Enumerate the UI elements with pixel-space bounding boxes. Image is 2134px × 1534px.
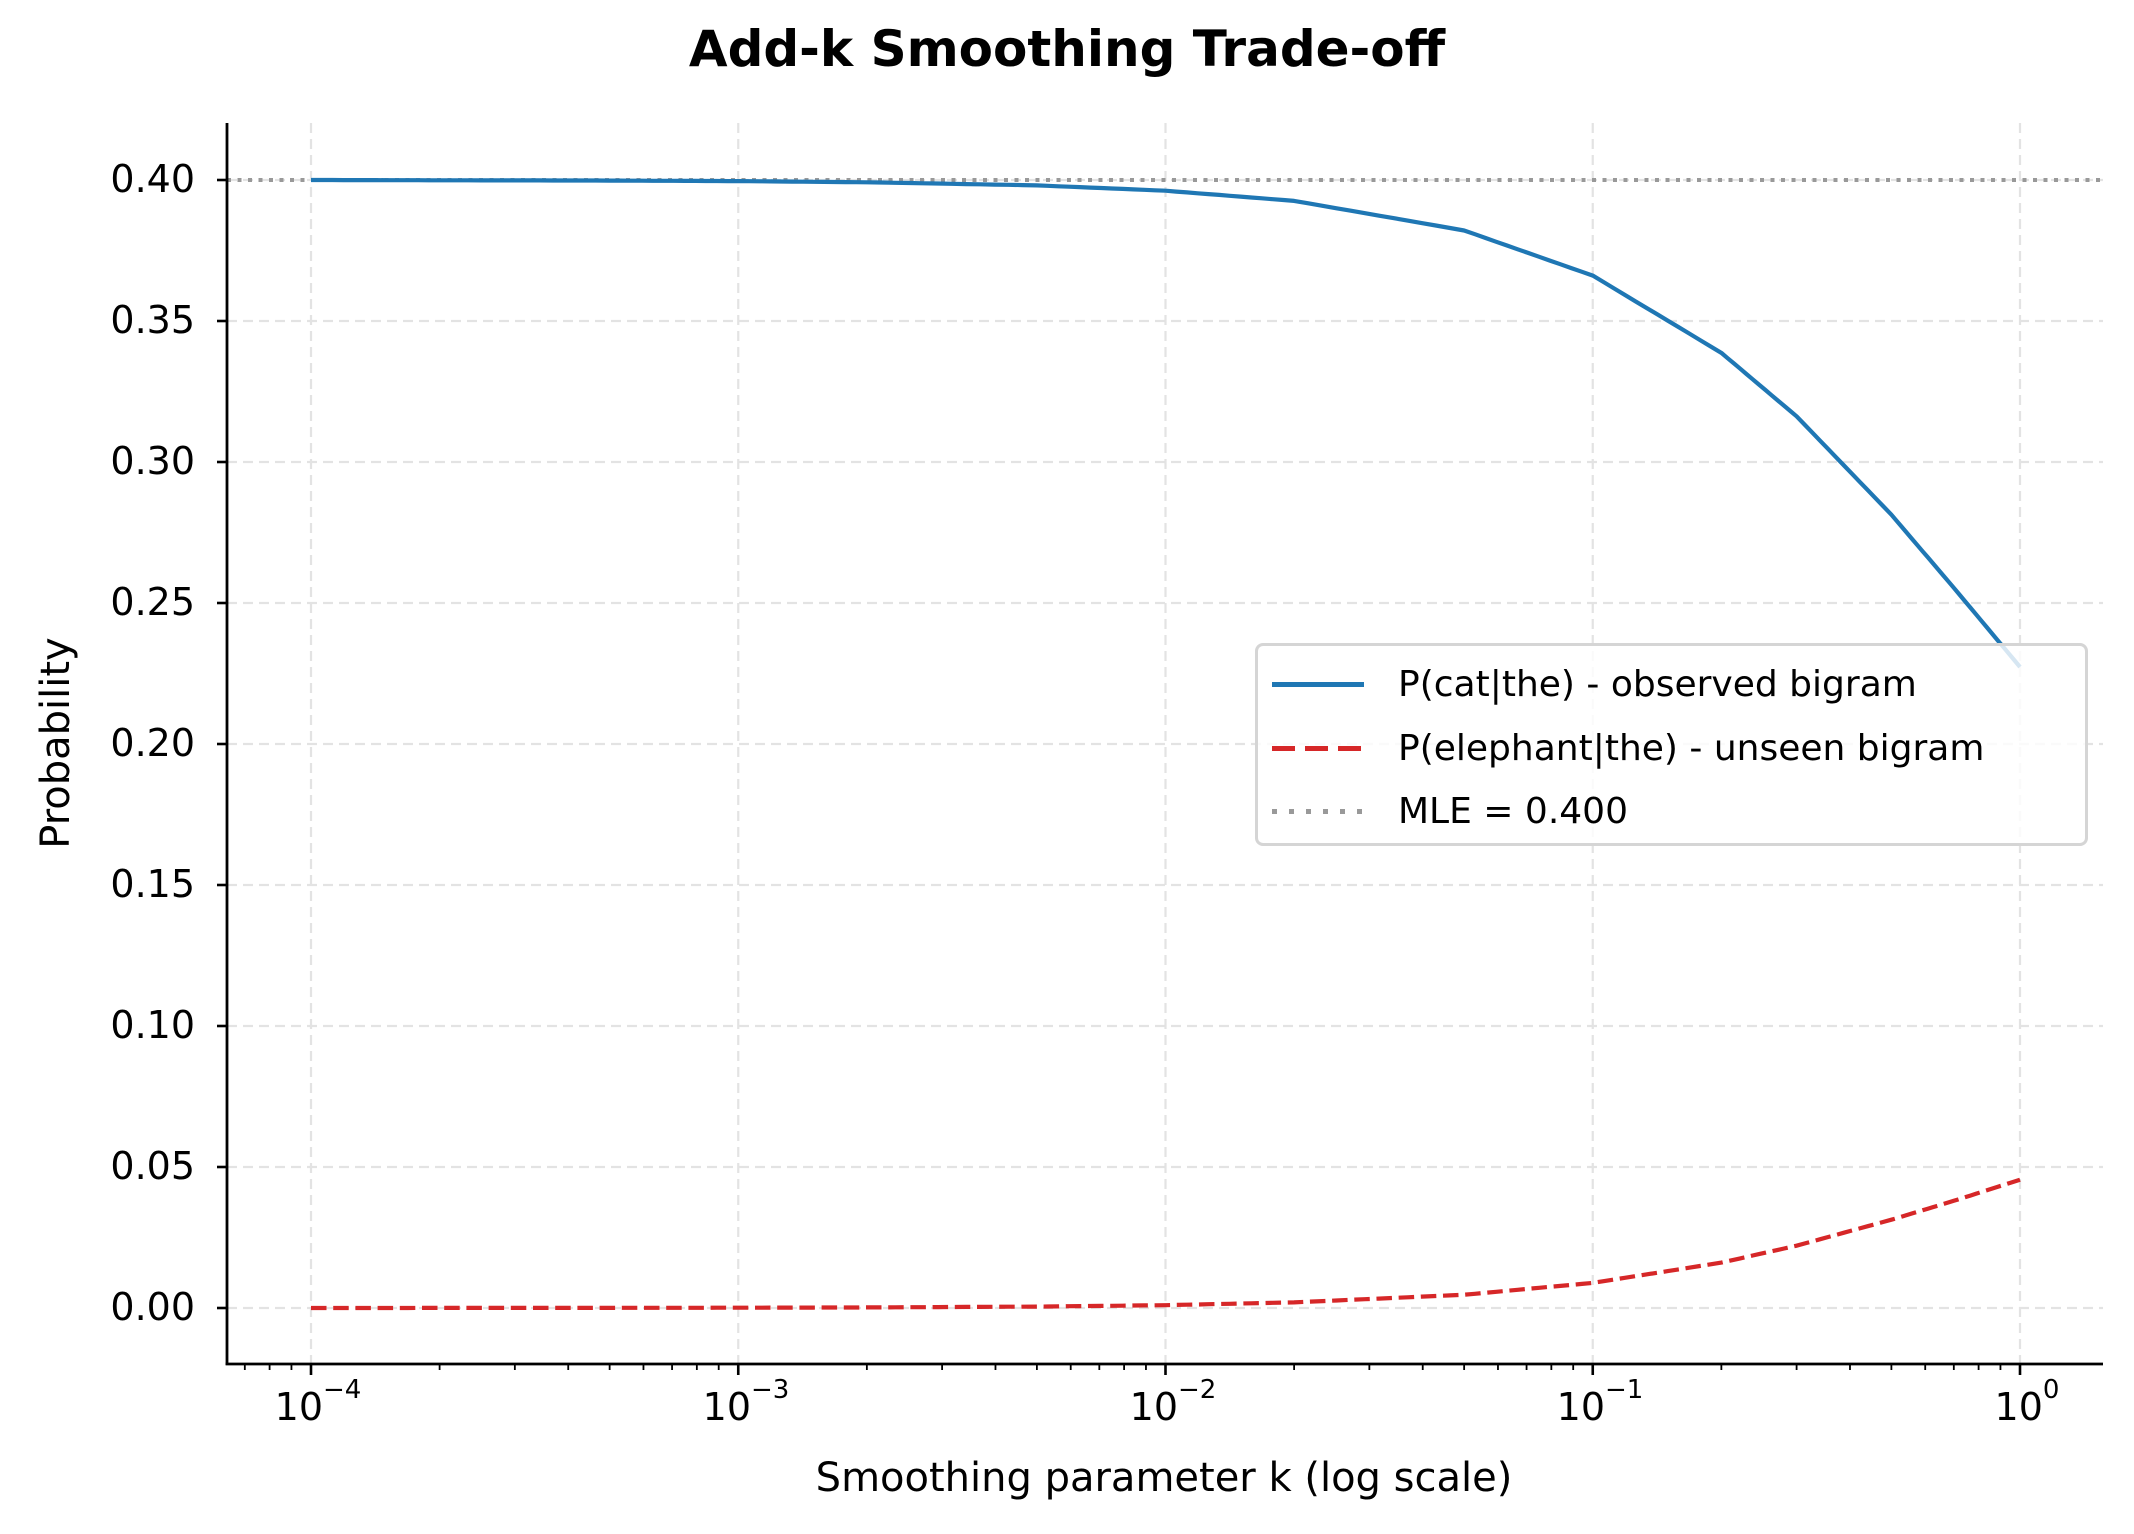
y-tick-label: 0.05 [110,1144,195,1188]
x-tick-label: 10−1 [1556,1375,1644,1429]
y-tick-label: 0.20 [110,721,195,765]
y-tick-label: 0.10 [110,1003,195,1047]
solid-line-swatch-icon [1272,681,1364,687]
legend: P(cat|the) - observed bigram P(elephant|… [1255,643,2088,846]
y-tick-label: 0.25 [110,580,195,624]
y-tick-label: 0.00 [110,1285,195,1329]
y-tick-label: 0.15 [110,862,195,906]
legend-label: P(cat|the) - observed bigram [1398,663,1917,705]
y-axis-label: Probability [33,637,79,849]
legend-label: P(elephant|the) - unseen bigram [1398,727,1985,769]
dotted-line-swatch-icon [1272,808,1364,814]
y-tick-label: 0.35 [110,298,195,342]
legend-label: MLE = 0.400 [1398,790,1628,832]
axis-ticks [217,178,2022,1375]
series-unseen-bigram-line [311,1177,2021,1311]
legend-item-unseen-bigram: P(elephant|the) - unseen bigram [1258,723,1984,773]
chart-title: Add-k Smoothing Trade-off [688,20,1446,78]
legend-item-observed-bigram: P(cat|the) - observed bigram [1258,659,1917,709]
x-tick-label: 10−3 [702,1375,790,1429]
x-tick-label: 10−2 [1129,1375,1217,1429]
x-tick-label: 10−4 [274,1375,362,1429]
y-tick-label: 0.40 [110,157,195,201]
x-tick-label: 100 [1994,1375,2060,1429]
y-tick-label: 0.30 [110,439,195,483]
dashed-line-swatch-icon [1272,745,1364,751]
x-axis-label: Smoothing parameter k (log scale) [815,1455,1513,1501]
legend-item-mle: MLE = 0.400 [1258,786,1628,836]
series-observed-bigram-line [311,177,2022,669]
